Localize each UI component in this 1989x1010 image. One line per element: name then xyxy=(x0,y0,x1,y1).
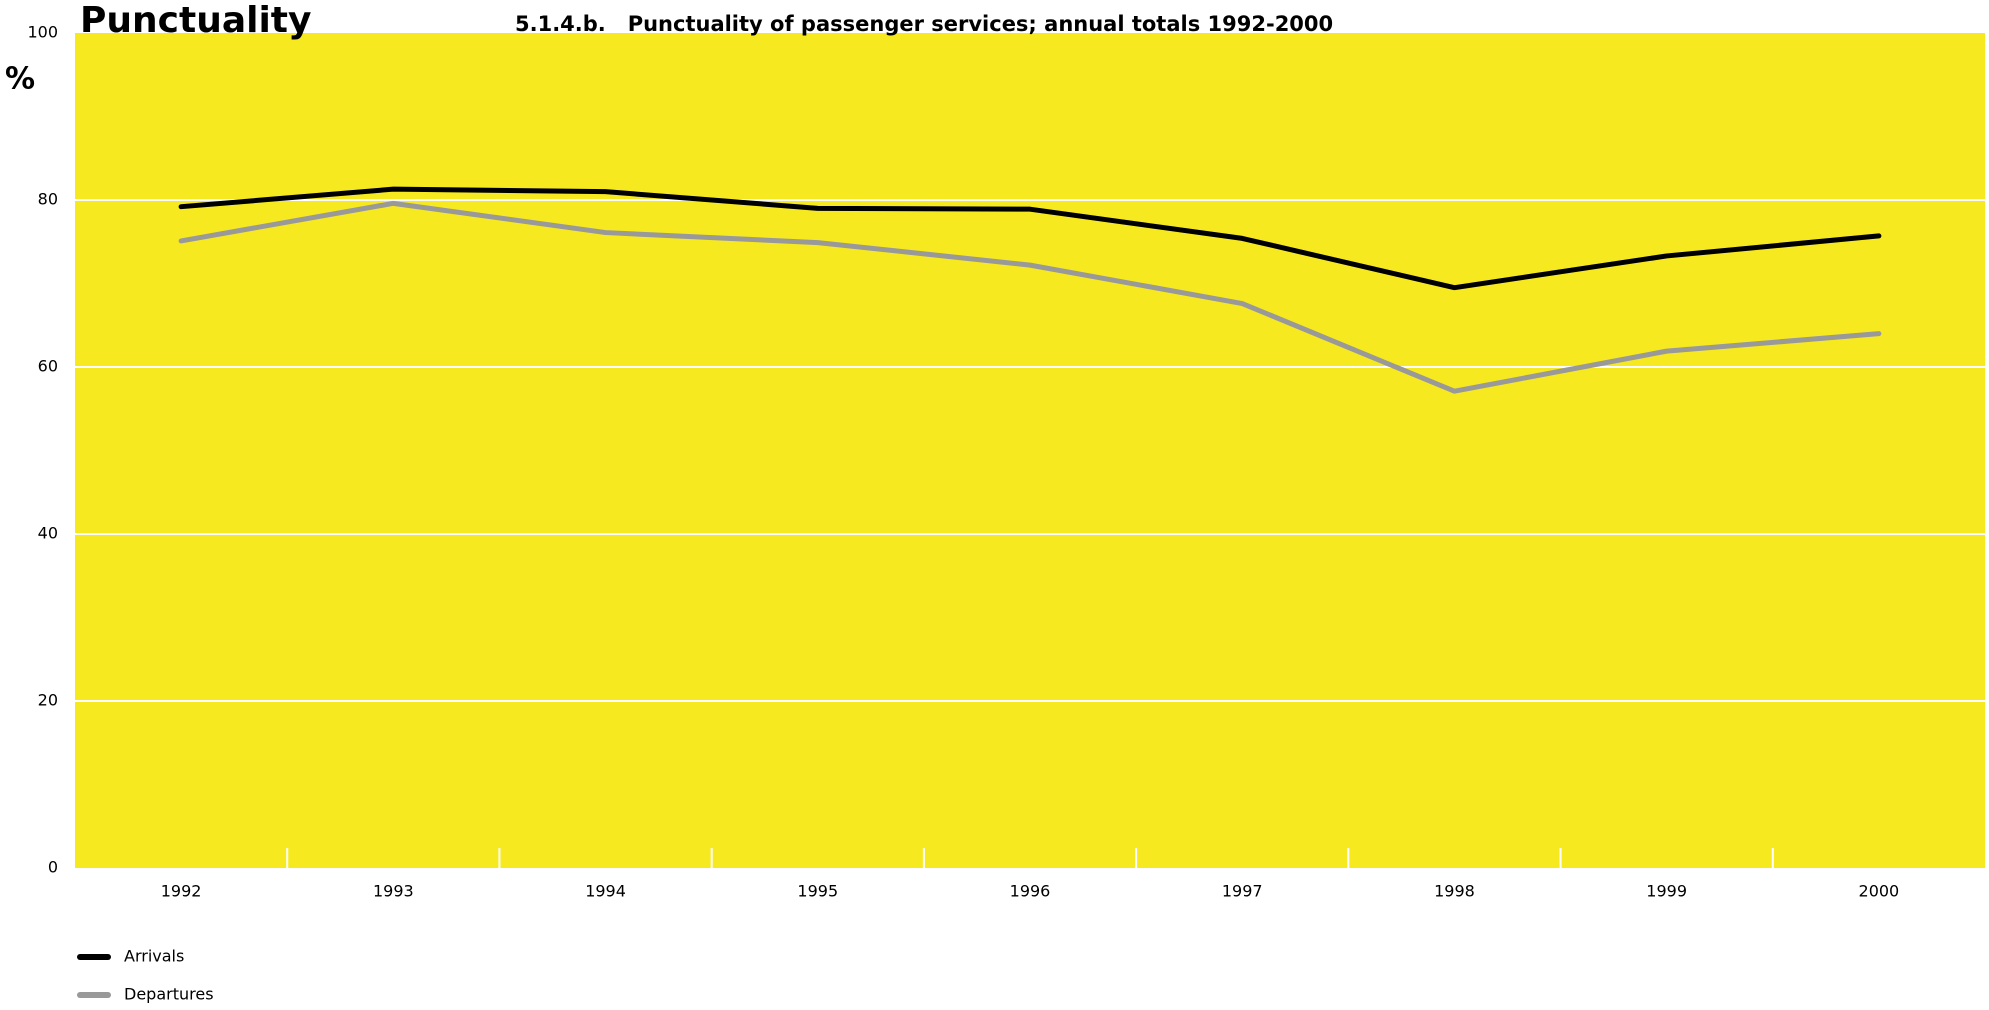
legend-label: Departures xyxy=(124,985,214,1004)
legend-label: Arrivals xyxy=(124,947,184,966)
y-tick-label: 80 xyxy=(38,190,58,209)
y-axis-label: % xyxy=(5,62,35,97)
x-tick-label: 2000 xyxy=(1859,882,1900,901)
chart-title: Punctuality xyxy=(80,0,311,41)
plot-area xyxy=(75,33,1985,868)
x-tick-label: 1993 xyxy=(373,882,414,901)
series-line xyxy=(178,186,1882,291)
y-tick-label: 20 xyxy=(38,691,58,710)
y-tick-label: 40 xyxy=(38,524,58,543)
x-tick-label: 1995 xyxy=(797,882,838,901)
x-tick-label: 1999 xyxy=(1646,882,1687,901)
y-tick-label: 0 xyxy=(48,858,58,877)
chart-subtitle: 5.1.4.b. Punctuality of passenger servic… xyxy=(515,12,1333,36)
x-tick-label: 1997 xyxy=(1222,882,1263,901)
y-tick-label: 100 xyxy=(27,23,58,42)
x-tick-label: 1994 xyxy=(585,882,626,901)
x-tick-label: 1992 xyxy=(161,882,202,901)
series-line xyxy=(178,200,1882,394)
x-tick-label: 1998 xyxy=(1434,882,1475,901)
x-tick-label: 1996 xyxy=(1010,882,1051,901)
y-tick-label: 60 xyxy=(38,357,58,376)
